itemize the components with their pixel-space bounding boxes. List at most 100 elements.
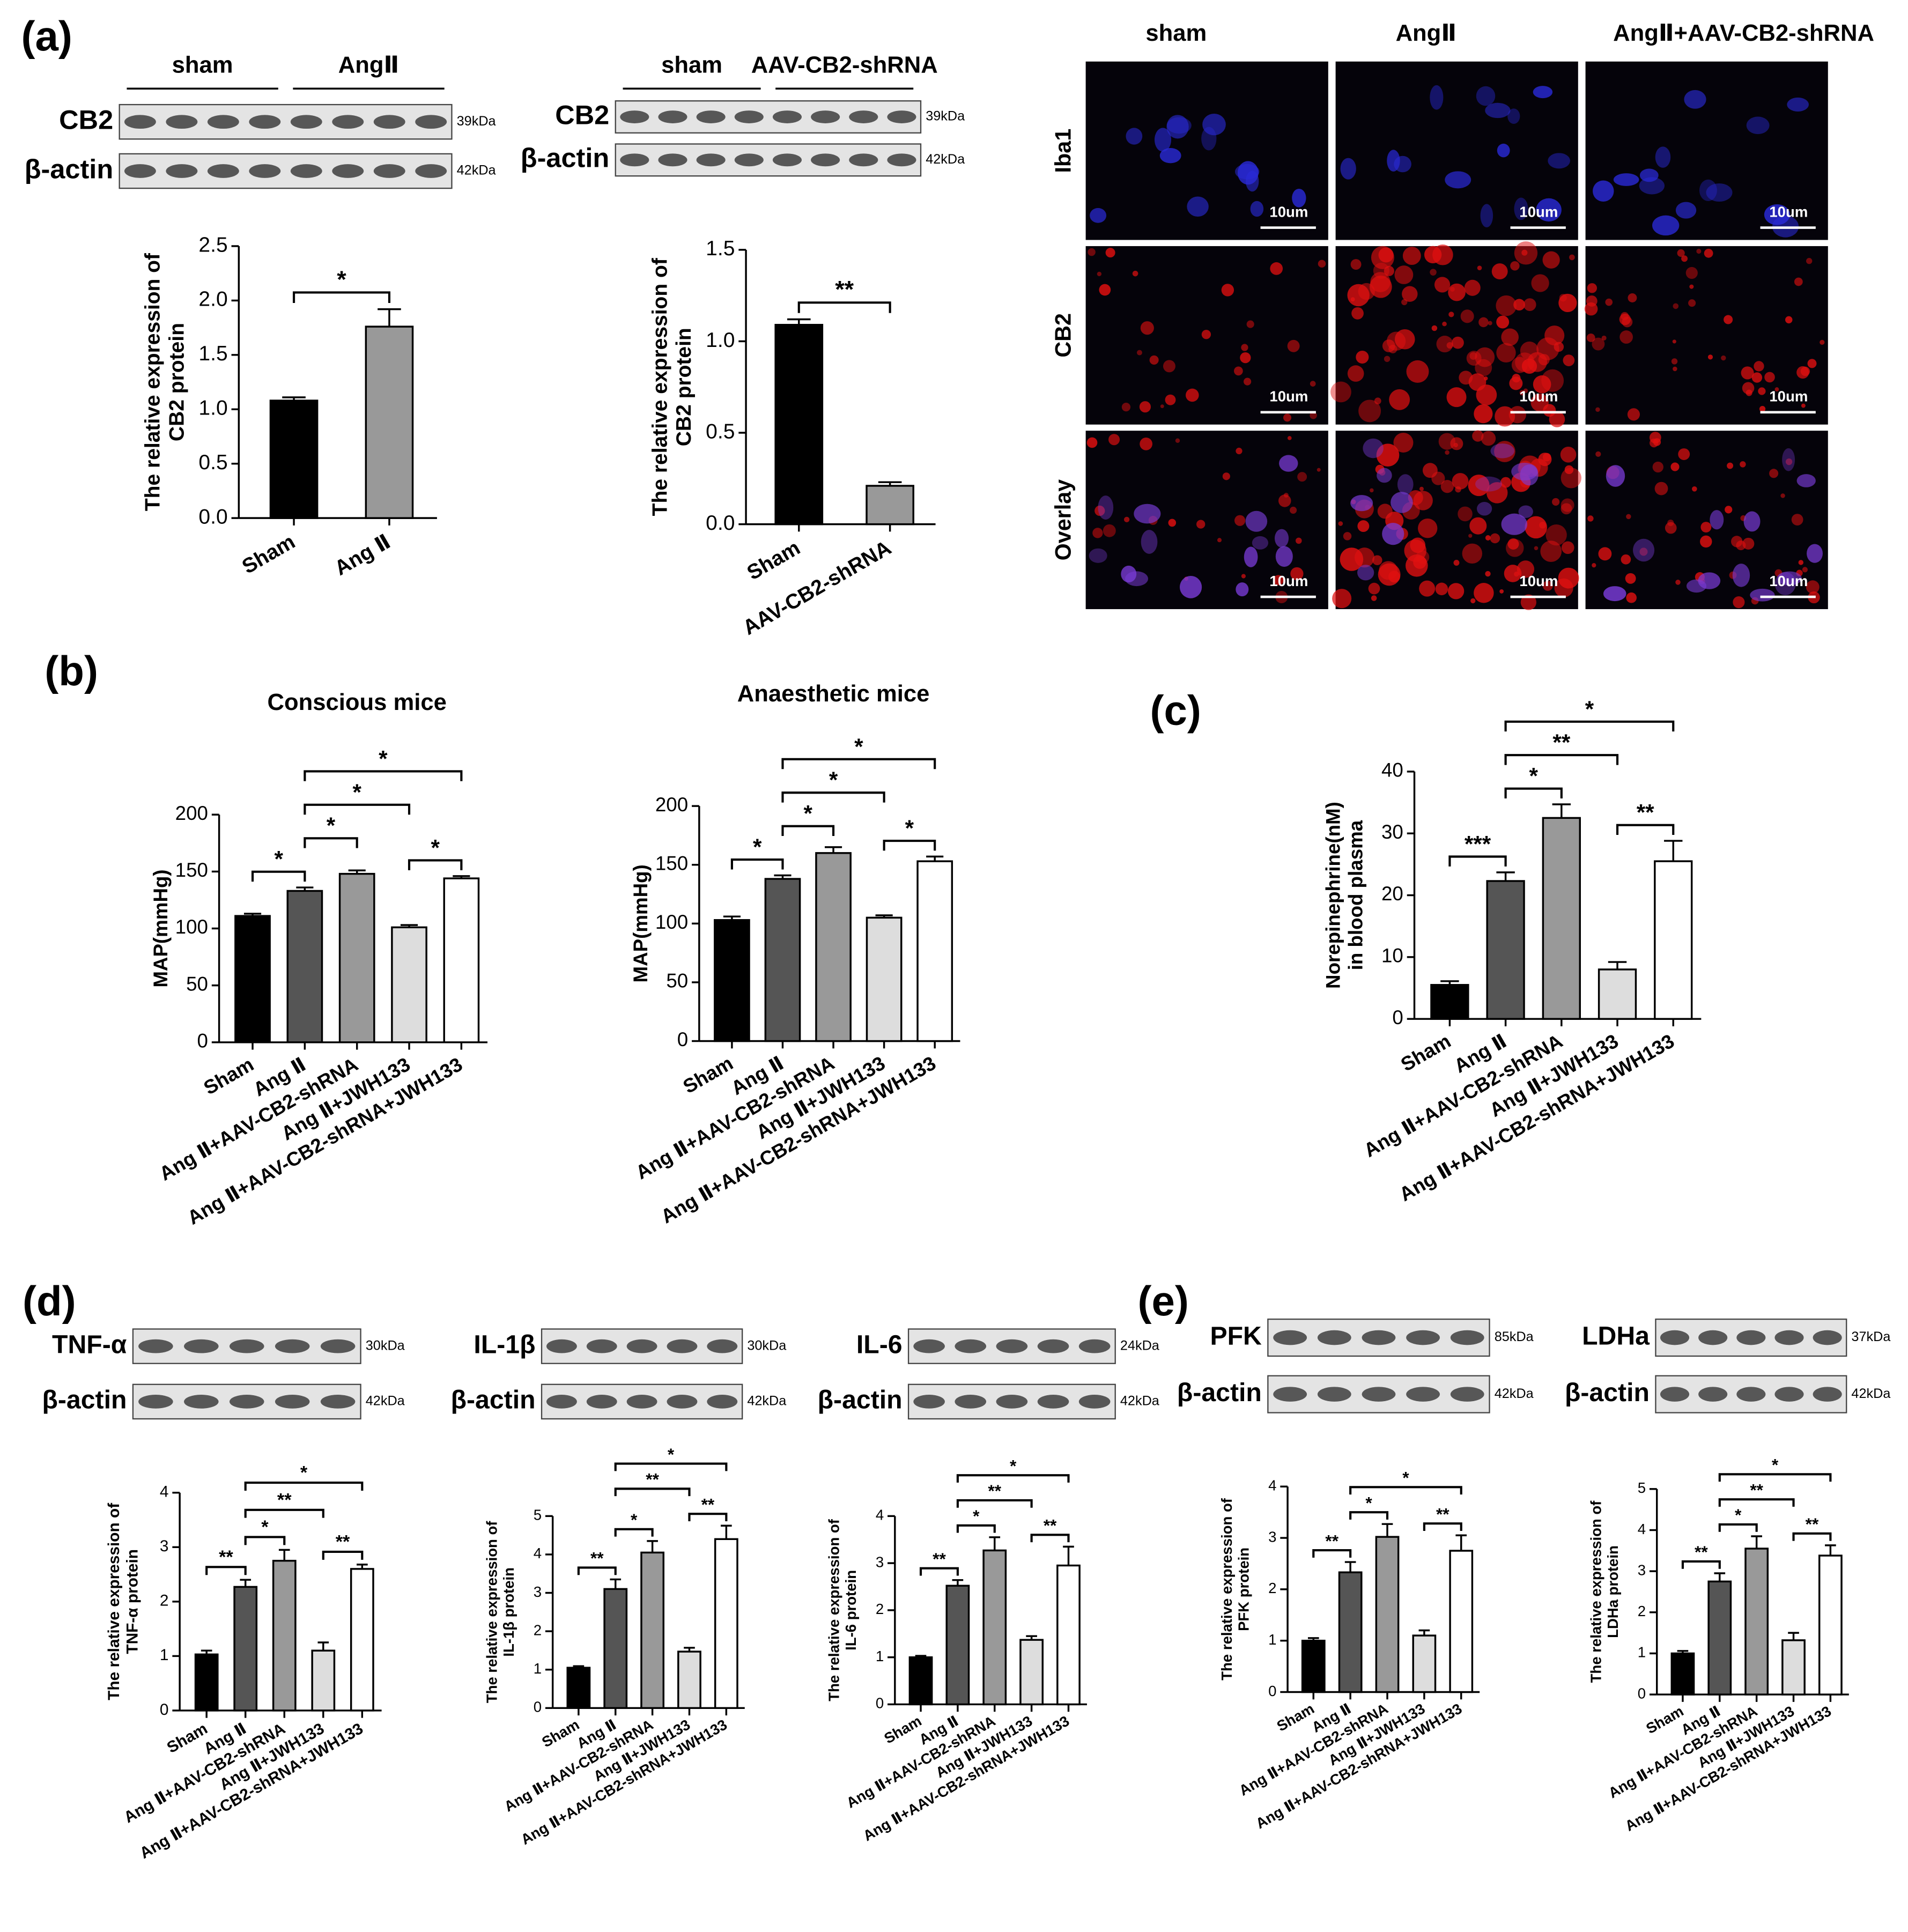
bar [1486, 880, 1525, 1020]
blot-band [124, 164, 156, 178]
cb2-signal [1186, 388, 1199, 402]
cb2-signal [1371, 246, 1394, 269]
y-tick-label: 0 [160, 1701, 169, 1719]
blot-group: sham [661, 52, 722, 78]
blot-band [124, 115, 156, 129]
significance-bracket [1423, 1522, 1462, 1531]
panel-label: (a) [21, 12, 72, 60]
nucleus [1710, 510, 1724, 530]
significance-bracket [956, 1524, 996, 1533]
cb2-signal [1452, 336, 1464, 349]
cb2-signal [1389, 389, 1410, 410]
y-tick-label: 10 [1381, 945, 1403, 967]
blot-protein: TNF-α [52, 1330, 127, 1359]
y-axis-label: TNF-α protein [123, 1549, 141, 1654]
bar [1019, 1639, 1044, 1706]
cb2-signal [1283, 413, 1291, 422]
y-tick-label: 4 [876, 1507, 884, 1523]
bar [1598, 968, 1637, 1020]
image-column-label: sham [1145, 20, 1207, 46]
cb2-signal [1626, 592, 1637, 603]
significance-bracket [730, 858, 784, 870]
cb2-signal [1440, 480, 1454, 493]
cb2-signal [1536, 337, 1559, 360]
blot-band [996, 1339, 1028, 1353]
bar [391, 926, 427, 1043]
y-tick-label: 1.5 [198, 342, 227, 365]
y-tick-label: 3 [876, 1553, 884, 1570]
cb2-signal [1287, 339, 1300, 352]
cb2-signal [1273, 575, 1284, 586]
significance-bracket [292, 291, 391, 303]
y-axis-label: LDHa protein [1604, 1545, 1621, 1638]
cb2-signal [1794, 277, 1803, 286]
cb2-signal [1379, 561, 1398, 580]
scale-bar-label: 10um [1269, 573, 1308, 589]
blot-kda: 42kDa [366, 1394, 405, 1409]
cb2-signal [1431, 325, 1438, 331]
cb2-signal [1401, 299, 1408, 306]
significance-bracket [1792, 1532, 1832, 1541]
cb2-signal [1621, 554, 1631, 565]
cb2-signal [1540, 541, 1562, 562]
significance-bracket [956, 1499, 1033, 1508]
nucleus [1684, 90, 1706, 109]
cb2-signal [1350, 259, 1362, 270]
cb2-signal [1453, 560, 1460, 566]
blot-group: AngⅡ [338, 52, 399, 78]
nucleus [1445, 171, 1471, 189]
cb2-signal [1241, 574, 1246, 579]
blot-band [138, 1395, 173, 1409]
y-axis-label: IL-6 protein [842, 1570, 859, 1650]
cb2-signal [1478, 317, 1489, 328]
bar [233, 1586, 258, 1712]
blot-band [955, 1339, 987, 1353]
cb2-signal [1447, 583, 1465, 599]
y-tick-label: 0 [534, 1699, 542, 1715]
cb2-signal [1289, 506, 1297, 514]
cb2-signal [1619, 330, 1633, 344]
cb2-signal [1434, 277, 1451, 293]
cb2-signal [1759, 405, 1766, 412]
cb2-signal [1358, 283, 1375, 300]
significance-label: ** [701, 1494, 715, 1514]
significance-bracket [956, 1474, 1070, 1483]
nucleus [1655, 146, 1671, 168]
bar [350, 1568, 374, 1712]
cb2-signal [1485, 571, 1491, 577]
cb2-signal [1472, 430, 1484, 442]
significance-label: ** [835, 276, 854, 303]
y-tick-label: 0.0 [198, 505, 227, 528]
cb2-signal [1491, 263, 1508, 279]
y-axis-label: The relative expression of [142, 253, 165, 511]
cb2-signal [1435, 582, 1448, 596]
y-tick-label: 0 [677, 1028, 688, 1050]
significance-label: * [1365, 1493, 1372, 1512]
cb2-signal [1475, 359, 1492, 376]
cb2-signal [1675, 580, 1681, 585]
y-tick-label: 0 [1268, 1683, 1276, 1699]
cb2-signal [1681, 255, 1688, 262]
cb2-signal [1357, 520, 1370, 532]
y-tick-label: 5 [1638, 1479, 1646, 1496]
cb2-signal [1652, 461, 1663, 473]
cb2-signal [1586, 334, 1595, 342]
y-tick-label: 0.5 [198, 451, 227, 474]
y-tick-label: 1 [876, 1648, 884, 1664]
blot-band [913, 1395, 945, 1409]
cb2-signal [1436, 336, 1453, 353]
nucleus [1603, 586, 1626, 602]
significance-bracket [408, 859, 463, 870]
cb2-signal [1481, 431, 1496, 446]
blot-protein: β-actin [42, 1386, 127, 1415]
cb2-signal [1149, 355, 1159, 365]
bar [764, 878, 801, 1042]
blot-band [1406, 1387, 1440, 1402]
cb2-signal [1595, 407, 1600, 412]
y-tick-label: 0 [1392, 1006, 1403, 1028]
blot-band [1813, 1330, 1842, 1345]
cb2-signal [1317, 468, 1321, 472]
significance-label: * [1529, 764, 1538, 789]
y-axis-label: Norepinephrine(nM) [1322, 802, 1344, 989]
